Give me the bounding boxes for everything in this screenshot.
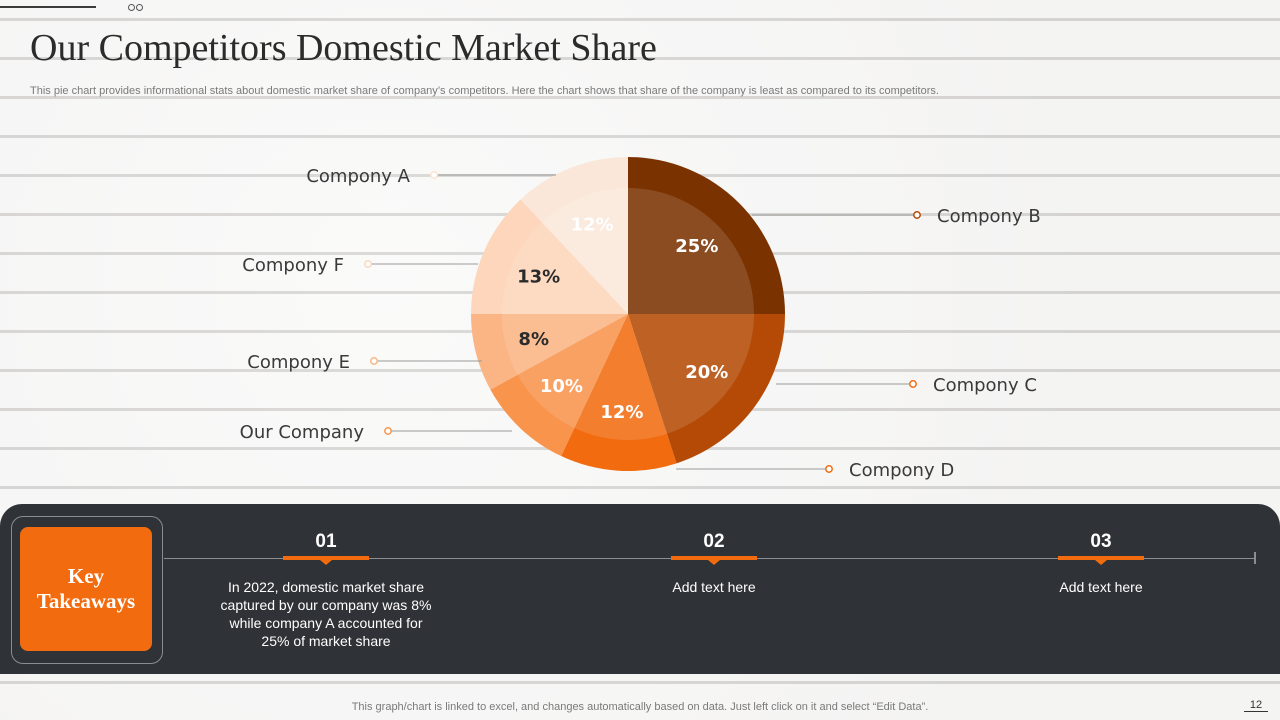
pie-slice-compony-f[interactable] — [471, 199, 628, 314]
pie-value-label: 25% — [675, 236, 718, 257]
footer-note: This graph/chart is linked to excel, and… — [351, 701, 929, 713]
pie-slice-inner-compony-f — [502, 222, 628, 314]
pie-slice-inner-compony-b — [628, 188, 754, 314]
page-number: 12 — [1244, 699, 1268, 712]
timeline-end-cap — [1254, 552, 1256, 564]
pie-value-label: 13% — [517, 266, 560, 287]
legend-label-our-company: Our Company — [240, 422, 365, 443]
step-number: 02 — [703, 531, 725, 552]
callout-dot — [825, 465, 833, 473]
legend-label-compony-b: Compony B — [937, 206, 1041, 227]
pie-slice-inner-compony-a — [541, 188, 628, 314]
page-subtitle: This pie chart provides informational st… — [30, 85, 939, 97]
key-takeaways-box: Key Takeaways — [11, 516, 163, 664]
step-number: 01 — [315, 531, 337, 552]
takeaways-panel: Key Takeaways 01 In 2022, domestic marke… — [0, 504, 1280, 674]
callout-dot — [370, 357, 378, 365]
callout-dot — [364, 260, 372, 268]
step-marker — [671, 556, 757, 565]
pie-value-label: 20% — [685, 362, 728, 383]
pie-slice-compony-a[interactable] — [520, 157, 628, 314]
legend-label-compony-f: Compony F — [242, 255, 344, 276]
pie-chart[interactable]: 25% 20% 12% 10% 8% 13% 12% Compony B Compony C Co… — [0, 0, 1280, 500]
callout-dot — [913, 211, 921, 219]
pie-slice-inner-compony-d — [574, 314, 667, 440]
step-text: Add text here — [672, 579, 756, 595]
takeaway-step-1: 01 In 2022, domestic market share captur… — [196, 530, 456, 650]
takeaway-step-3: 03 Add text here — [971, 530, 1231, 596]
legend-label-compony-a: Compony A — [306, 166, 410, 187]
step-marker — [283, 556, 369, 565]
pie-slice-compony-c[interactable] — [628, 314, 785, 464]
step-text: Add text here — [1059, 579, 1143, 595]
callout-dot — [909, 380, 917, 388]
pie-value-label: 10% — [540, 376, 583, 397]
takeaway-step-2: 02 Add text here — [584, 530, 844, 596]
legend-label-compony-d: Compony D — [849, 460, 954, 481]
legend-label-compony-e: Compony E — [247, 352, 350, 373]
pie-slice-inner-compony-e — [502, 314, 628, 375]
header-accent-line — [0, 6, 96, 8]
pie-slice-inner-our-company — [517, 314, 628, 429]
decor-dot — [128, 4, 135, 11]
pie-value-label: 8% — [518, 329, 549, 350]
pie-slice-compony-e[interactable] — [471, 314, 628, 390]
callout-dot — [430, 171, 438, 179]
pie-value-label: 12% — [600, 402, 643, 423]
key-takeaways-label: Key Takeaways — [20, 527, 152, 651]
callout-dot — [384, 427, 392, 435]
pie-value-label: 12% — [571, 214, 614, 235]
pie-slice-compony-b[interactable] — [628, 157, 785, 314]
step-marker — [1058, 556, 1144, 565]
page-title: Our Competitors Domestic Market Share — [30, 27, 657, 69]
pie-slice-our-company[interactable] — [490, 314, 628, 457]
legend-label-compony-c: Compony C — [933, 375, 1037, 396]
pie-slice-inner-compony-c — [628, 314, 754, 434]
step-text: In 2022, domestic market share captured … — [220, 579, 432, 649]
step-number: 03 — [1090, 531, 1112, 552]
decor-dot — [136, 4, 143, 11]
pie-slice-compony-d[interactable] — [561, 314, 677, 471]
